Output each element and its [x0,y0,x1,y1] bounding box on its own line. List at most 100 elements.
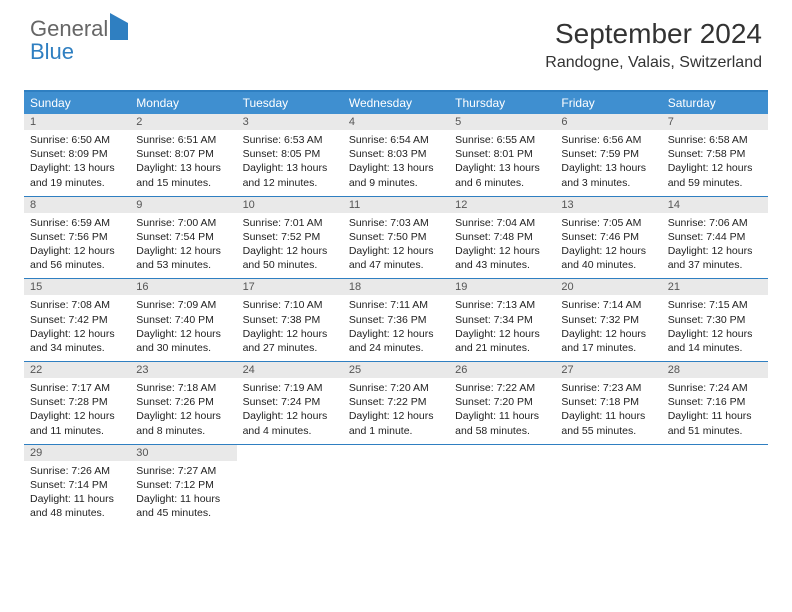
month-title: September 2024 [545,18,762,50]
day-cell [449,445,555,527]
week-row: 15 Sunrise: 7:08 AMSunset: 7:42 PM Dayligh… [24,279,768,362]
sunrise-text: Sunrise: 6:59 AM [30,216,124,230]
daylight-text: Daylight: 12 hours and 4 minutes. [243,409,337,437]
daylight-text: Daylight: 12 hours and 59 minutes. [668,161,762,189]
sunset-text: Sunset: 7:12 PM [136,478,230,492]
day-number: 2 [130,114,236,130]
day-cell: 8Sunrise: 6:59 AMSunset: 7:56 PMDaylight… [24,197,130,279]
sunrise-text: Sunrise: 7:19 AM [243,381,337,395]
sunset-text: Sunset: 7:32 PM [561,313,655,327]
day-cell: 20Sunrise: 7:14 AMSunset: 7:32 PMDayligh… [555,279,661,361]
day-body: Sunrise: 7:10 AMSunset: 7:38 PMDaylight:… [237,295,343,355]
day-cell: 2Sunrise: 6:51 AMSunset: 8:07 PMDaylight… [130,114,236,196]
day-body [237,449,343,452]
day-number: 15 [24,279,130,295]
day-cell: 1Sunrise: 6:50 AMSunset: 8:09 PMDaylight… [24,114,130,196]
day-body [449,449,555,452]
day-cell: 19Sunrise: 7:13 AMSunset: 7:34 PMDayligh… [449,279,555,361]
week-row: 1Sunrise: 6:50 AMSunset: 8:09 PMDaylight… [24,114,768,197]
day-body: Sunrise: 7:24 AMSunset: 7:16 PMDaylight:… [662,378,768,438]
sunrise-text: Sunrise: 7:26 AM [30,464,124,478]
day-body: Sunrise: 7:05 AMSunset: 7:46 PMDaylight:… [555,213,661,273]
week-row: 22Sunrise: 7:17 AMSunset: 7:28 PMDayligh… [24,362,768,445]
sunset-text: Sunset: 7:46 PM [561,230,655,244]
sunset-text: Sunset: 7:26 PM [136,395,230,409]
day-number: 18 [343,279,449,295]
daylight-text: Daylight: 12 hours and 53 minutes. [136,244,230,272]
sunset-text: Sunset: 7:14 PM [30,478,124,492]
sunset-text: Sunset: 7:42 PM [30,313,124,327]
daylight-text: Daylight: 12 hours and 50 minutes. [243,244,337,272]
sunrise-text: Sunrise: 7:15 AM [668,298,762,312]
day-cell: 29Sunrise: 7:26 AMSunset: 7:14 PMDayligh… [24,445,130,527]
day-body [343,449,449,452]
sunrise-text: Sunrise: 6:56 AM [561,133,655,147]
day-body: Sunrise: 6:53 AMSunset: 8:05 PMDaylight:… [237,130,343,190]
day-number: 6 [555,114,661,130]
day-cell: 17Sunrise: 7:10 AMSunset: 7:38 PMDayligh… [237,279,343,361]
day-cell: 30Sunrise: 7:27 AMSunset: 7:12 PMDayligh… [130,445,236,527]
weekday-header: Saturday [662,92,768,114]
day-cell: 26Sunrise: 7:22 AMSunset: 7:20 PMDayligh… [449,362,555,444]
sunrise-text: Sunrise: 7:03 AM [349,216,443,230]
day-body: Sunrise: 7:13 AMSunset: 7:34 PMDaylight:… [449,295,555,355]
day-number: 25 [343,362,449,378]
daylight-text: Daylight: 11 hours and 55 minutes. [561,409,655,437]
day-cell: 11Sunrise: 7:03 AMSunset: 7:50 PMDayligh… [343,197,449,279]
day-cell: 27Sunrise: 7:23 AMSunset: 7:18 PMDayligh… [555,362,661,444]
day-body: Sunrise: 6:54 AMSunset: 8:03 PMDaylight:… [343,130,449,190]
day-body [555,449,661,452]
sunrise-text: Sunrise: 7:11 AM [349,298,443,312]
day-body: Sunrise: 6:50 AMSunset: 8:09 PMDaylight:… [24,130,130,190]
sunrise-text: Sunrise: 7:01 AM [243,216,337,230]
sunrise-text: Sunrise: 7:20 AM [349,381,443,395]
sunrise-text: Sunrise: 6:51 AM [136,133,230,147]
week-row: 8Sunrise: 6:59 AMSunset: 7:56 PMDaylight… [24,197,768,280]
day-number: 28 [662,362,768,378]
day-number: 12 [449,197,555,213]
daylight-text: Daylight: 12 hours and 17 minutes. [561,327,655,355]
weekday-header-row: SundayMondayTuesdayWednesdayThursdayFrid… [24,92,768,114]
day-body: Sunrise: 7:23 AMSunset: 7:18 PMDaylight:… [555,378,661,438]
day-body: Sunrise: 7:06 AMSunset: 7:44 PMDaylight:… [662,213,768,273]
day-number: 20 [555,279,661,295]
sunset-text: Sunset: 7:56 PM [30,230,124,244]
day-number: 29 [24,445,130,461]
sunrise-text: Sunrise: 7:05 AM [561,216,655,230]
sunrise-text: Sunrise: 7:08 AM [30,298,124,312]
day-body: Sunrise: 7:09 AMSunset: 7:40 PMDaylight:… [130,295,236,355]
daylight-text: Daylight: 12 hours and 37 minutes. [668,244,762,272]
day-body: Sunrise: 7:03 AMSunset: 7:50 PMDaylight:… [343,213,449,273]
sunset-text: Sunset: 7:52 PM [243,230,337,244]
day-body: Sunrise: 6:51 AMSunset: 8:07 PMDaylight:… [130,130,236,190]
day-cell: 21Sunrise: 7:15 AMSunset: 7:30 PMDayligh… [662,279,768,361]
day-number: 11 [343,197,449,213]
day-number: 21 [662,279,768,295]
sunset-text: Sunset: 7:28 PM [30,395,124,409]
day-body: Sunrise: 7:18 AMSunset: 7:26 PMDaylight:… [130,378,236,438]
week-row: 29Sunrise: 7:26 AMSunset: 7:14 PMDayligh… [24,445,768,527]
day-body: Sunrise: 6:59 AMSunset: 7:56 PMDaylight:… [24,213,130,273]
day-number: 24 [237,362,343,378]
header: General Blue September 2024 Randogne, Va… [0,0,792,80]
day-number: 7 [662,114,768,130]
day-body: Sunrise: 7:19 AMSunset: 7:24 PMDaylight:… [237,378,343,438]
logo-text-blue: Blue [30,39,74,64]
daylight-text: Daylight: 12 hours and 40 minutes. [561,244,655,272]
day-number: 1 [24,114,130,130]
sunrise-text: Sunrise: 7:18 AM [136,381,230,395]
sunset-text: Sunset: 7:48 PM [455,230,549,244]
day-number: 17 [237,279,343,295]
weekday-header: Tuesday [237,92,343,114]
sunset-text: Sunset: 7:50 PM [349,230,443,244]
day-cell [555,445,661,527]
day-body: Sunrise: 7:26 AMSunset: 7:14 PMDaylight:… [24,461,130,521]
day-body: Sunrise: 7:20 AMSunset: 7:22 PMDaylight:… [343,378,449,438]
day-body: Sunrise: 7:00 AMSunset: 7:54 PMDaylight:… [130,213,236,273]
day-cell [662,445,768,527]
daylight-text: Daylight: 13 hours and 3 minutes. [561,161,655,189]
day-number: 5 [449,114,555,130]
day-cell: 5Sunrise: 6:55 AMSunset: 8:01 PMDaylight… [449,114,555,196]
day-number: 30 [130,445,236,461]
sunrise-text: Sunrise: 7:10 AM [243,298,337,312]
